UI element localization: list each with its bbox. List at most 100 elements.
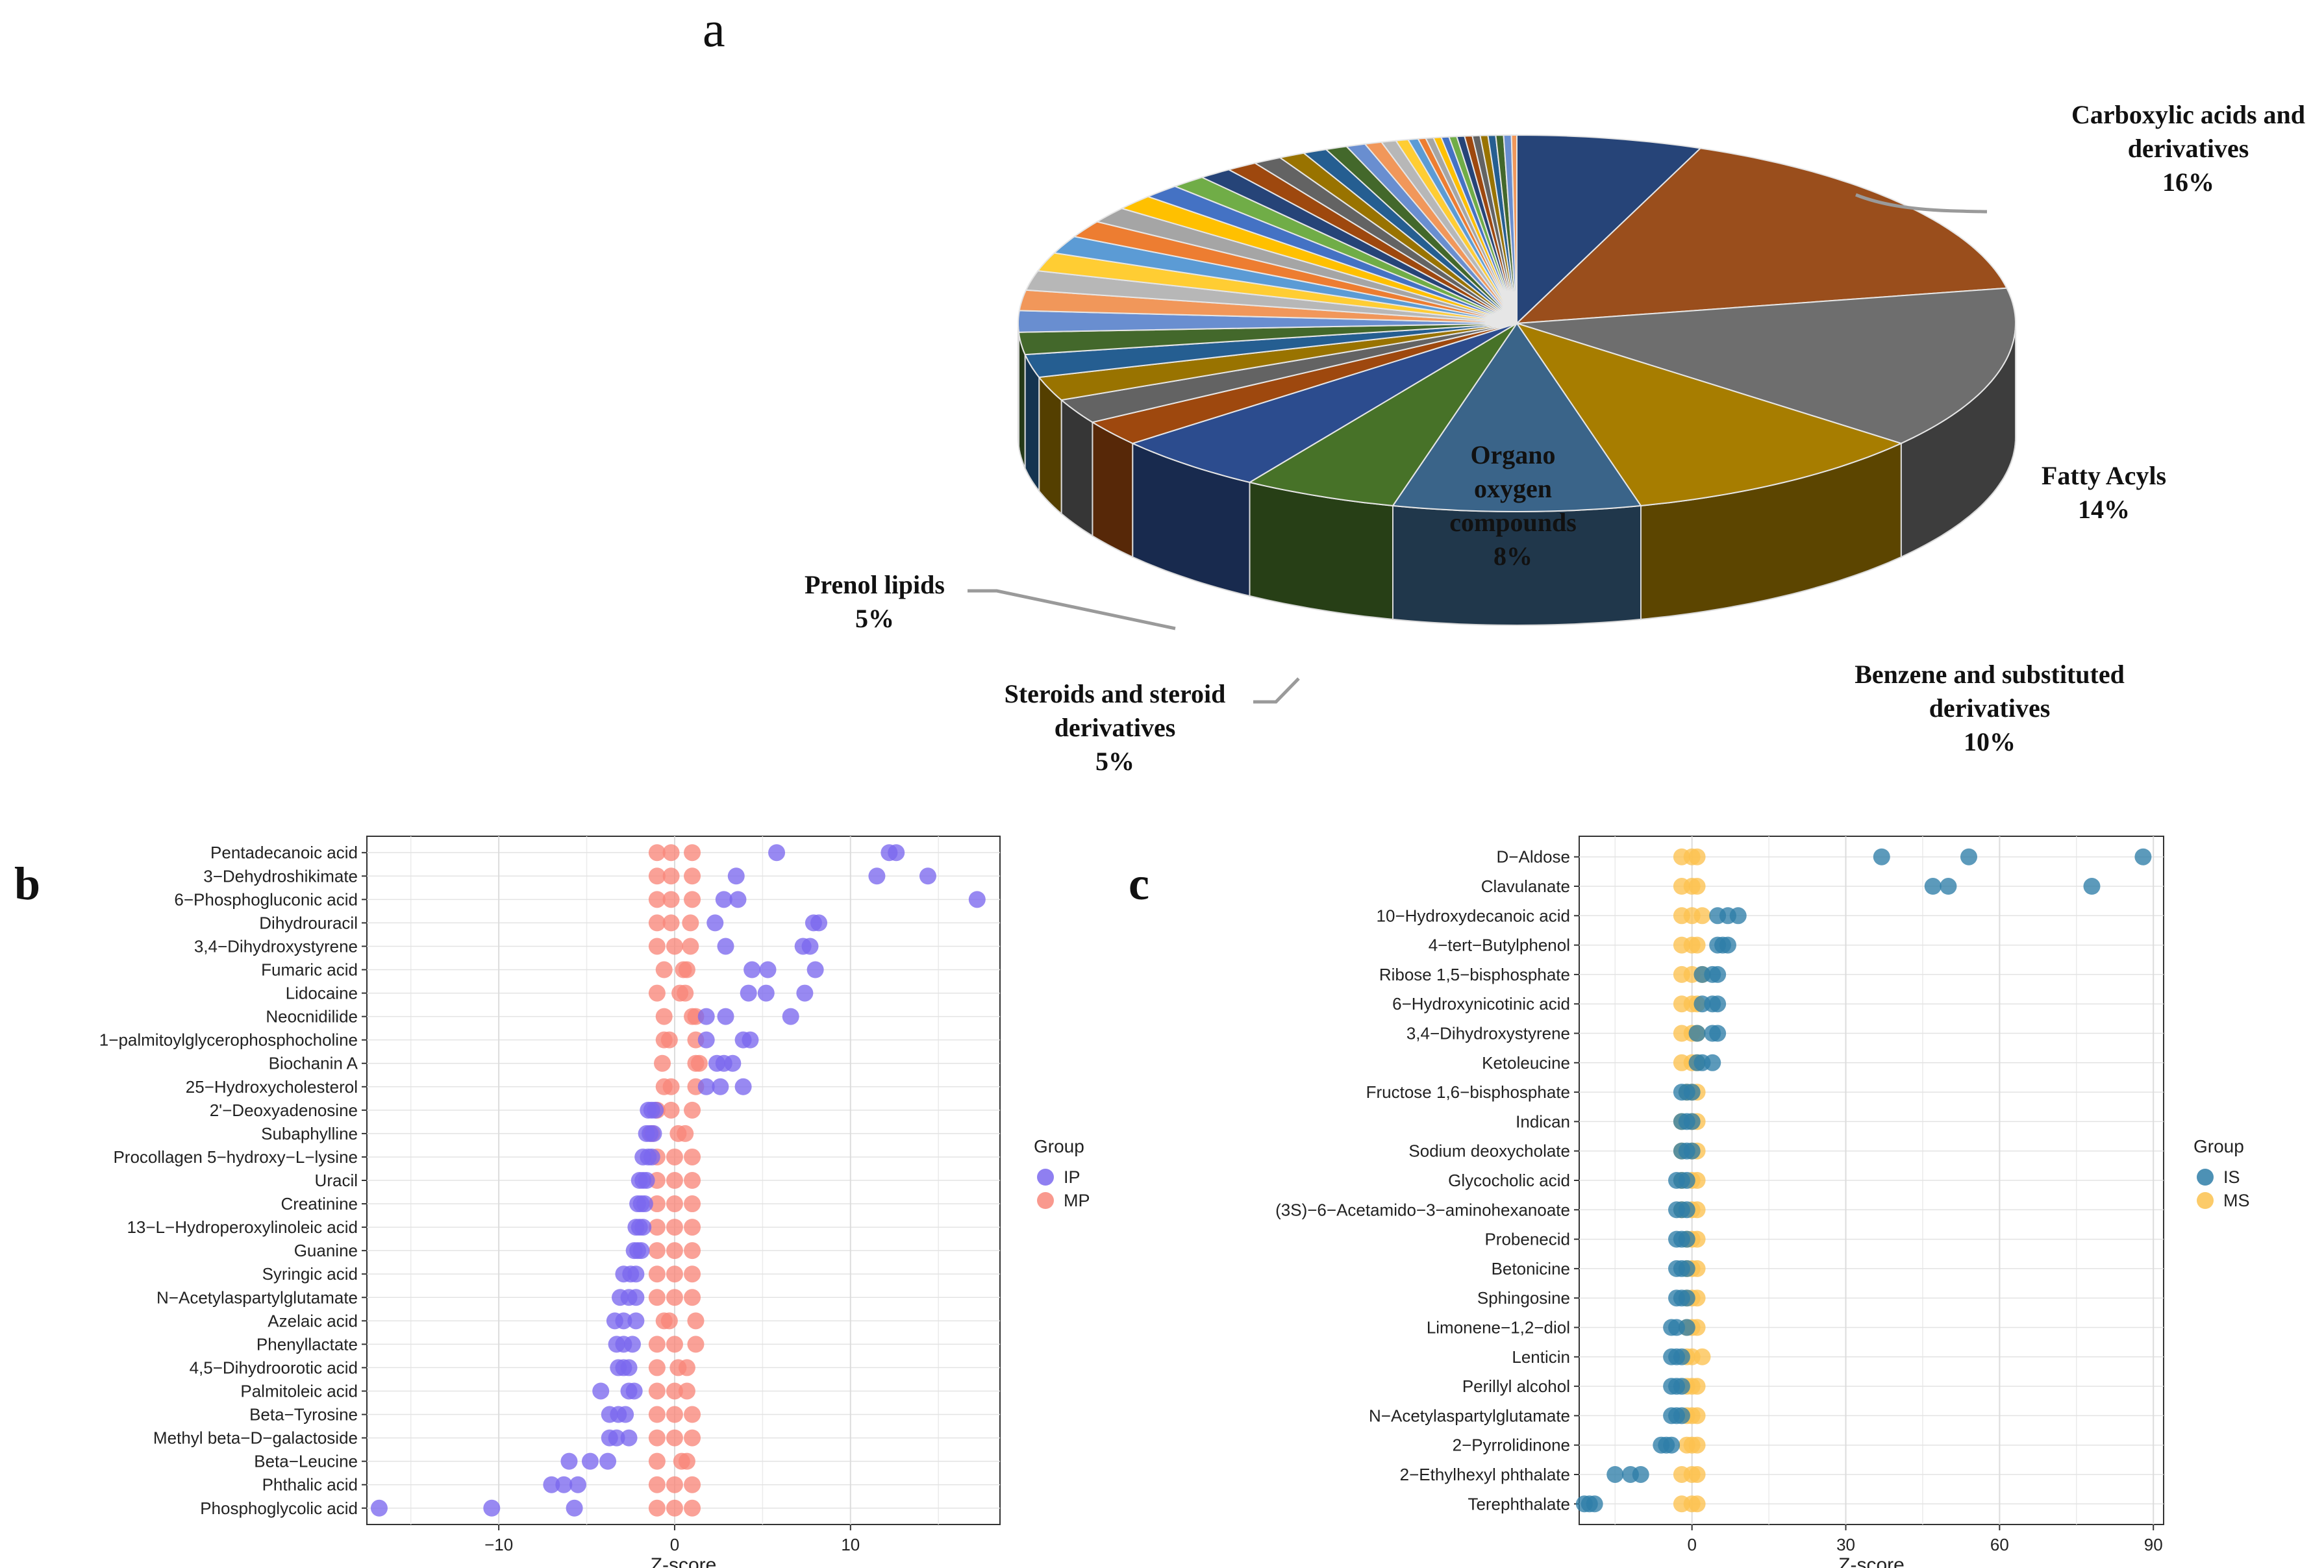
- pie-slice-6: [1131, 323, 1518, 483]
- b-point-IP-2-2: [968, 891, 986, 908]
- pie-top: [1018, 134, 2017, 513]
- leader-prenol: [968, 589, 1176, 630]
- c-ytick-label-6: 3,4−Dihydroxystyrene: [1406, 1024, 1570, 1043]
- label-carboxylic: Carboxylic acids and derivatives 16%: [2071, 100, 2305, 197]
- b-point-MP-5-2: [678, 961, 695, 978]
- b-point-IP-2-0: [715, 891, 732, 908]
- b-ytick-label-14: Uracil: [315, 1171, 358, 1190]
- b-point-MP-3-0: [648, 914, 666, 932]
- b-point-MP-16-2: [684, 1219, 701, 1236]
- b-point-MP-20-2: [687, 1312, 705, 1330]
- b-point-MP-11-2: [684, 1101, 701, 1119]
- b-point-IP-6-1: [757, 984, 775, 1002]
- b-ytick-label-15: Creatinine: [281, 1194, 358, 1213]
- b-point-IP-5-1: [759, 961, 777, 978]
- dot-chart-is-ms: D−Aldose Clavulanate 10−Hydroxydecanoic ac…: [1275, 836, 2250, 1568]
- b-point-MP-19-2: [684, 1289, 701, 1306]
- b-ytick-label-8: 1−palmitoylglycerophosphocholine: [99, 1030, 358, 1050]
- b-point-MP-13-2: [684, 1148, 701, 1165]
- label-steroids-line-2: 5%: [1095, 747, 1134, 776]
- pie-slice-2: [1516, 287, 2017, 444]
- b-point-MP-15-2: [684, 1195, 701, 1213]
- b-point-MP-4-1: [666, 938, 683, 955]
- c-point-IS-0-2: [2134, 848, 2152, 865]
- b-legend-label-MP: MP: [1064, 1191, 1090, 1210]
- b-point-IP-14-2: [638, 1172, 655, 1189]
- c-point-IS-0-0: [1873, 848, 1890, 865]
- dot-chart-ip-mp: Pentadecanoic acid 3−Dehydroshikimate 6−Ph…: [99, 836, 1090, 1568]
- c-point-IS-7-2: [1704, 1054, 1721, 1071]
- c-legend-label-IS: IS: [2223, 1167, 2240, 1187]
- label-prenol-line-0: Prenol lipids: [805, 570, 945, 599]
- c-ytick-label-22: Terephthalate: [1468, 1494, 1570, 1513]
- b-point-IP-1-0: [727, 867, 745, 885]
- c-point-IS-6-0: [1688, 1025, 1706, 1042]
- pie-slice-9: [1038, 323, 1518, 401]
- panel-c-letter: c: [1129, 858, 1149, 910]
- c-ytick-label-12: (3S)−6−Acetamido−3−aminohexanoate: [1275, 1200, 1570, 1219]
- b-point-MP-28-1: [666, 1499, 683, 1517]
- b-point-MP-19-0: [648, 1289, 666, 1306]
- c-point-IS-21-0: [1606, 1465, 1624, 1483]
- b-point-IP-26-0: [560, 1452, 578, 1470]
- b-ytick-label-4: 3,4−Dihydroxystyrene: [194, 936, 358, 956]
- b-point-MP-0-2: [684, 844, 701, 862]
- b-point-IP-25-2: [620, 1429, 638, 1447]
- pie-slice-19: [1119, 195, 1518, 324]
- b-point-IP-27-0: [543, 1476, 560, 1493]
- b-point-MP-18-1: [666, 1265, 683, 1283]
- b-point-IP-20-2: [627, 1312, 645, 1330]
- label-benzene-line-0: Benzene and substituted: [1855, 660, 2125, 689]
- b-point-MP-0-1: [662, 844, 680, 862]
- b-point-MP-3-2: [682, 914, 699, 932]
- c-point-IS-0-1: [1960, 848, 1977, 865]
- c-point-IS-3-2: [1719, 936, 1736, 954]
- b-point-IP-1-2: [919, 867, 936, 885]
- panel-b-letter: b: [14, 858, 41, 910]
- b-point-MP-24-1: [666, 1406, 683, 1423]
- b-point-IP-25-1: [608, 1429, 625, 1447]
- b-point-MP-15-1: [666, 1195, 683, 1213]
- b-point-IP-23-2: [625, 1382, 643, 1400]
- b-point-MP-8-1: [660, 1031, 678, 1049]
- c-point-MS-0-2: [1688, 848, 1706, 865]
- b-point-IP-6-2: [796, 984, 814, 1002]
- b-point-MP-26-2: [678, 1452, 695, 1470]
- pie-leader-lines: [968, 193, 1988, 704]
- b-point-MP-10-1: [662, 1078, 680, 1095]
- b-point-MP-22-0: [648, 1359, 666, 1376]
- b-ytick-label-9: Biochanin A: [269, 1054, 358, 1073]
- b-ytick-label-25: Methyl beta−D−galactoside: [153, 1428, 358, 1448]
- b-point-MP-1-1: [662, 867, 680, 885]
- pie-slice-12: [1018, 310, 1518, 333]
- pie-slice-17: [1073, 221, 1518, 324]
- c-point-IS-4-2: [1709, 965, 1727, 983]
- b-point-IP-0-2: [888, 844, 905, 862]
- b-legend-key-MP: [1037, 1192, 1054, 1209]
- b-point-MP-23-0: [648, 1382, 666, 1400]
- c-point-IS-22-2: [1586, 1495, 1603, 1513]
- c-point-IS-9-2: [1683, 1113, 1701, 1130]
- c-point-MS-2-2: [1693, 907, 1711, 925]
- b-point-IP-22-2: [620, 1359, 638, 1376]
- b-point-MP-22-2: [678, 1359, 695, 1376]
- pie-slice-1: [1515, 147, 2008, 325]
- b-point-MP-7-0: [655, 1008, 673, 1025]
- b-point-MP-2-1: [662, 891, 680, 908]
- b-point-MP-14-1: [666, 1172, 683, 1189]
- b-point-MP-25-1: [666, 1429, 683, 1447]
- c-xtick-label-1: 30: [1836, 1535, 1855, 1554]
- c-point-IS-1-2: [2083, 878, 2101, 895]
- b-point-IP-27-1: [555, 1476, 573, 1493]
- b-point-MP-17-1: [666, 1242, 683, 1260]
- b-ytick-label-21: Phenyllactate: [256, 1334, 358, 1354]
- b-ytick-label-20: Azelaic acid: [268, 1311, 358, 1330]
- c-point-IS-16-2: [1678, 1319, 1695, 1336]
- b-ytick-label-26: Beta−Leucine: [254, 1452, 358, 1471]
- b-point-MP-19-1: [666, 1289, 683, 1306]
- label-organo-oxygen: Organo oxygen compounds 8%: [1449, 440, 1577, 571]
- c-ytick-label-3: 4−tert−Butylphenol: [1429, 936, 1570, 955]
- label-organo-oxygen-line-1: oxygen: [1474, 474, 1552, 503]
- b-point-IP-24-2: [617, 1406, 634, 1423]
- b-point-IP-10-1: [712, 1078, 729, 1095]
